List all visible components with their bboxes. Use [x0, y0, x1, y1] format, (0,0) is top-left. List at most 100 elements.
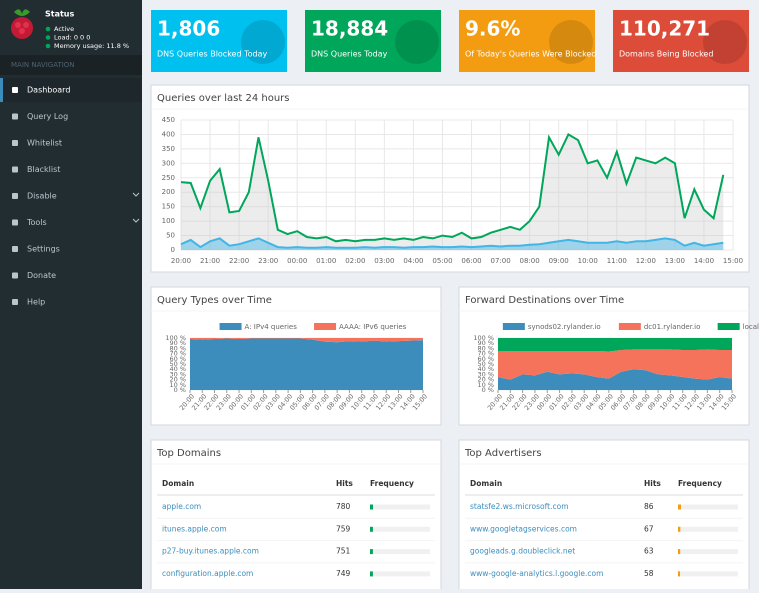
- frequency-track: [678, 504, 738, 510]
- y-tick-label: 80 %: [169, 344, 186, 352]
- x-tick-label: 03:00: [374, 257, 394, 265]
- y-tick-label: 0: [171, 246, 175, 254]
- frequency-track: [370, 549, 430, 555]
- nav-icon[interactable]: [12, 272, 18, 279]
- x-tick-label: 23:00: [258, 257, 278, 265]
- legend-label[interactable]: synods02.rylander.io: [528, 323, 601, 331]
- y-tick-label: 20 %: [477, 376, 494, 384]
- stat-value: 18,884: [311, 17, 388, 41]
- series-area: [181, 238, 724, 250]
- frequency-track: [678, 549, 738, 555]
- frequency-track: [678, 571, 738, 577]
- nav-icon[interactable]: [12, 246, 18, 252]
- hits: 780: [336, 502, 351, 511]
- nav-item[interactable]: Query Log: [27, 112, 68, 121]
- domain-link[interactable]: apple.com: [162, 502, 201, 511]
- y-tick-label: 10 %: [169, 381, 186, 389]
- column-header: Domain: [162, 479, 194, 488]
- domain-link[interactable]: www.googletagservices.com: [470, 524, 577, 533]
- nav-icon[interactable]: [12, 140, 18, 146]
- hits: 749: [336, 569, 351, 578]
- legend-label[interactable]: AAAA: IPv6 queries: [339, 323, 407, 331]
- stacked-area: [498, 369, 732, 390]
- x-tick-label: 13:00: [665, 257, 685, 265]
- column-header: Frequency: [678, 479, 722, 488]
- domain-link[interactable]: p27-buy.itunes.apple.com: [162, 547, 259, 556]
- nav-item[interactable]: Whitelist: [27, 139, 62, 148]
- x-tick-label: 12:00: [636, 257, 656, 265]
- y-tick-label: 70 %: [477, 350, 494, 358]
- y-tick-label: 40 %: [169, 365, 186, 373]
- nav-item[interactable]: Disable: [27, 192, 57, 201]
- domain-link[interactable]: configuration.apple.com: [162, 569, 253, 578]
- stat-label: DNS Queries Blocked Today: [157, 50, 267, 59]
- nav-item[interactable]: Settings: [27, 245, 60, 254]
- status-item: Memory usage: 11.8 %: [54, 42, 129, 50]
- domain-link[interactable]: www-google-analytics.l.google.com: [470, 569, 603, 578]
- y-tick-label: 30 %: [477, 370, 494, 378]
- nav-item[interactable]: Donate: [27, 271, 56, 280]
- stat-box: [459, 10, 595, 72]
- y-tick-label: 0 %: [174, 386, 186, 394]
- frequency-bar: [678, 549, 681, 555]
- nav-item[interactable]: Dashboard: [27, 86, 70, 95]
- legend-swatch[interactable]: [717, 323, 740, 330]
- panel: [458, 439, 750, 593]
- y-tick-label: 30 %: [169, 370, 186, 378]
- chevron[interactable]: [132, 192, 140, 197]
- nav-icon[interactable]: [12, 87, 18, 93]
- stat-value: 110,271: [619, 17, 710, 41]
- frequency-track: [678, 526, 738, 532]
- frequency-bar: [678, 526, 681, 532]
- domain-link[interactable]: googleads.g.doubleclick.net: [470, 547, 575, 556]
- stat-icon: [703, 20, 747, 64]
- chevron[interactable]: [132, 218, 140, 223]
- y-tick-label: 40 %: [477, 365, 494, 373]
- x-tick-label: 06:00: [461, 257, 481, 265]
- active-nav-bg: [0, 78, 142, 102]
- x-tick-label: 02:00: [345, 257, 365, 265]
- legend-swatch[interactable]: [314, 323, 337, 330]
- section-label: MAIN NAVIGATION: [11, 61, 75, 69]
- series-line: [180, 237, 724, 249]
- stat-icon: [395, 20, 439, 64]
- y-tick-label: 10 %: [477, 381, 494, 389]
- status-title: Status: [45, 10, 75, 19]
- nav-item[interactable]: Blacklist: [27, 165, 60, 174]
- legend-label[interactable]: A: IPv4 queries: [245, 323, 298, 331]
- legend-label[interactable]: local: [743, 323, 759, 331]
- frequency-track: [370, 504, 430, 510]
- column-header: Hits: [644, 479, 661, 488]
- hits: 63: [644, 547, 654, 556]
- y-tick-label: 100 %: [473, 334, 494, 342]
- x-tick-label: 08:00: [520, 257, 540, 265]
- y-tick-label: 50 %: [169, 360, 186, 368]
- legend-swatch[interactable]: [618, 323, 641, 330]
- column-header: Domain: [470, 479, 502, 488]
- frequency-bar: [370, 526, 373, 532]
- nav-icon[interactable]: [12, 113, 18, 120]
- hits: 86: [644, 502, 654, 511]
- legend-label[interactable]: dc01.rylander.io: [644, 323, 701, 331]
- x-tick-label: 04:00: [403, 257, 423, 265]
- status-item: Load: 0 0 0: [54, 34, 90, 42]
- legend-swatch[interactable]: [502, 323, 525, 330]
- y-tick-label: 250: [162, 174, 175, 182]
- y-tick-label: 350: [162, 145, 175, 153]
- nav-item[interactable]: Tools: [26, 218, 47, 227]
- nav-icon[interactable]: [12, 219, 18, 226]
- stat-value: 9.6%: [465, 17, 520, 41]
- legend-swatch[interactable]: [219, 323, 242, 330]
- nav-icon[interactable]: [12, 166, 18, 173]
- nav-icon[interactable]: [12, 299, 18, 305]
- y-tick-label: 100 %: [165, 334, 186, 342]
- nav-item[interactable]: Help: [27, 298, 45, 307]
- frequency-bar: [678, 571, 681, 577]
- y-tick-label: 70 %: [169, 350, 186, 358]
- panel-title: Forward Destinations over Time: [465, 295, 624, 306]
- domain-link[interactable]: itunes.apple.com: [162, 524, 227, 533]
- domain-link[interactable]: statsfe2.ws.microsoft.com: [470, 502, 569, 511]
- nav-icon[interactable]: [12, 193, 18, 199]
- frequency-bar: [370, 571, 373, 577]
- frequency-bar: [678, 504, 681, 510]
